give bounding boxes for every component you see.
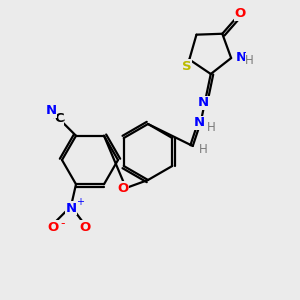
- Text: H: H: [198, 143, 207, 157]
- Text: N: N: [198, 97, 209, 110]
- Text: +: +: [76, 197, 84, 207]
- Text: C: C: [54, 112, 64, 125]
- Text: N: N: [194, 116, 205, 130]
- Text: N: N: [65, 202, 76, 215]
- Text: H: H: [206, 122, 215, 134]
- Text: O: O: [47, 221, 58, 234]
- Text: N: N: [236, 51, 247, 64]
- Text: N: N: [45, 104, 57, 117]
- Text: S: S: [182, 60, 191, 73]
- Text: O: O: [80, 221, 91, 234]
- Text: O: O: [117, 182, 129, 194]
- Text: -: -: [60, 217, 64, 230]
- Text: H: H: [245, 54, 254, 67]
- Text: O: O: [235, 7, 246, 20]
